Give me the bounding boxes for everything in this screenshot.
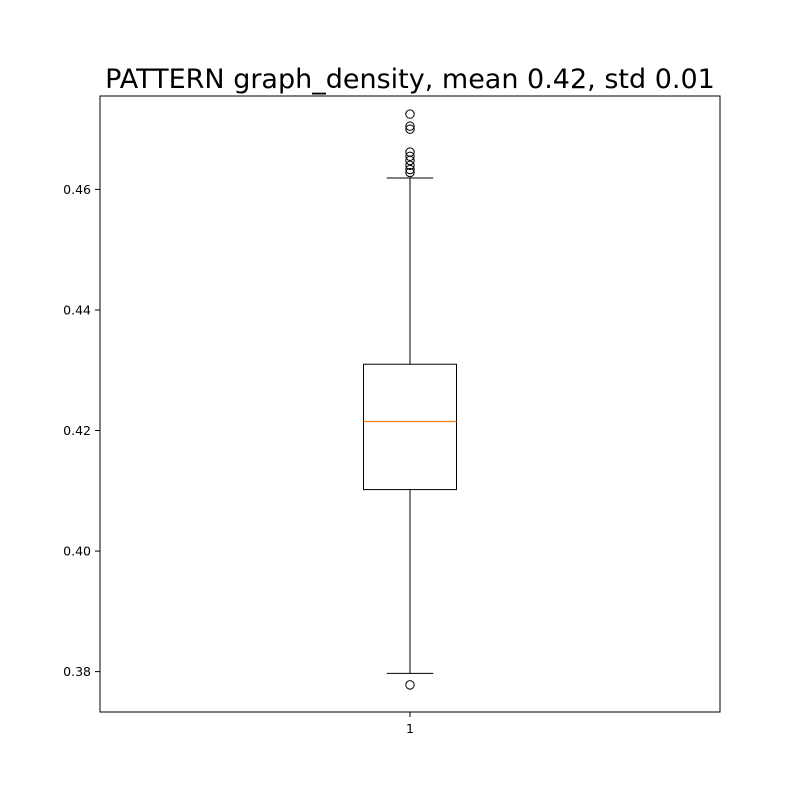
outlier-point — [405, 151, 415, 161]
outlier-point — [405, 680, 415, 690]
outlier-point — [405, 160, 415, 171]
y-tick-label: 0.38 — [63, 664, 91, 679]
y-tick-label: 0.42 — [63, 423, 91, 438]
outlier-point — [405, 164, 415, 175]
y-tick-label: 0.46 — [63, 182, 91, 197]
box-series — [363, 109, 457, 690]
outlier-point — [405, 121, 415, 131]
y-tick-label: 0.40 — [63, 544, 91, 559]
outlier-point — [405, 147, 415, 157]
outlier-point — [405, 124, 415, 134]
y-axis: 0.38 0.40 0.42 0.44 0.46 — [63, 182, 100, 679]
outlier-point — [405, 167, 415, 178]
x-axis: 1 — [406, 712, 414, 736]
box-group — [363, 109, 457, 690]
x-tick-label: 1 — [406, 721, 414, 736]
chart-title: PATTERN graph_density, mean 0.42, std 0.… — [105, 64, 715, 95]
interquartile-box — [363, 363, 457, 491]
y-tick-label: 0.44 — [63, 302, 91, 317]
outlier-point — [405, 109, 415, 119]
